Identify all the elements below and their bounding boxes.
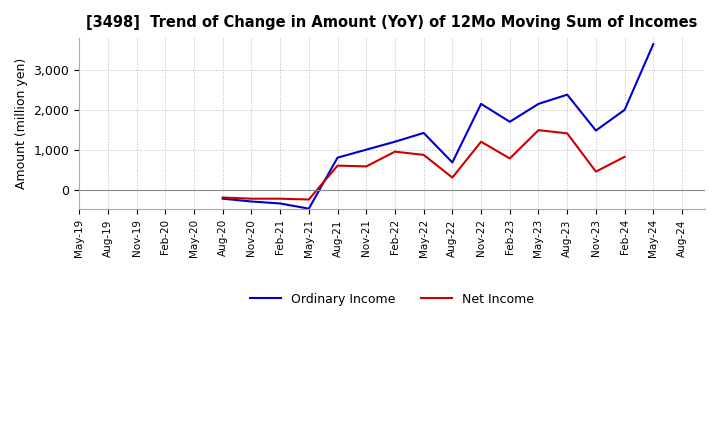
Net Income <box>362 164 371 169</box>
Ordinary Income <box>391 139 400 144</box>
Net Income <box>333 163 342 168</box>
Ordinary Income <box>649 41 657 47</box>
Line: Ordinary Income: Ordinary Income <box>222 44 653 209</box>
Ordinary Income <box>505 119 514 125</box>
Ordinary Income <box>534 101 543 106</box>
Y-axis label: Amount (million yen): Amount (million yen) <box>15 58 28 189</box>
Net Income <box>563 131 572 136</box>
Ordinary Income <box>563 92 572 97</box>
Net Income <box>505 156 514 161</box>
Net Income <box>218 195 227 200</box>
Net Income <box>305 197 313 202</box>
Ordinary Income <box>247 199 256 204</box>
Net Income <box>419 152 428 158</box>
Legend: Ordinary Income, Net Income: Ordinary Income, Net Income <box>245 288 539 311</box>
Ordinary Income <box>477 101 485 106</box>
Net Income <box>448 175 456 180</box>
Net Income <box>477 139 485 144</box>
Net Income <box>391 149 400 154</box>
Net Income <box>621 154 629 159</box>
Ordinary Income <box>592 128 600 133</box>
Net Income <box>678 104 686 109</box>
Ordinary Income <box>333 155 342 160</box>
Line: Net Income: Net Income <box>222 106 682 199</box>
Ordinary Income <box>448 160 456 165</box>
Title: [3498]  Trend of Change in Amount (YoY) of 12Mo Moving Sum of Incomes: [3498] Trend of Change in Amount (YoY) o… <box>86 15 698 30</box>
Net Income <box>247 196 256 202</box>
Ordinary Income <box>362 147 371 152</box>
Net Income <box>534 128 543 133</box>
Ordinary Income <box>419 130 428 136</box>
Ordinary Income <box>621 107 629 113</box>
Ordinary Income <box>276 201 284 206</box>
Ordinary Income <box>305 206 313 211</box>
Ordinary Income <box>218 196 227 202</box>
Net Income <box>592 169 600 174</box>
Net Income <box>276 196 284 202</box>
